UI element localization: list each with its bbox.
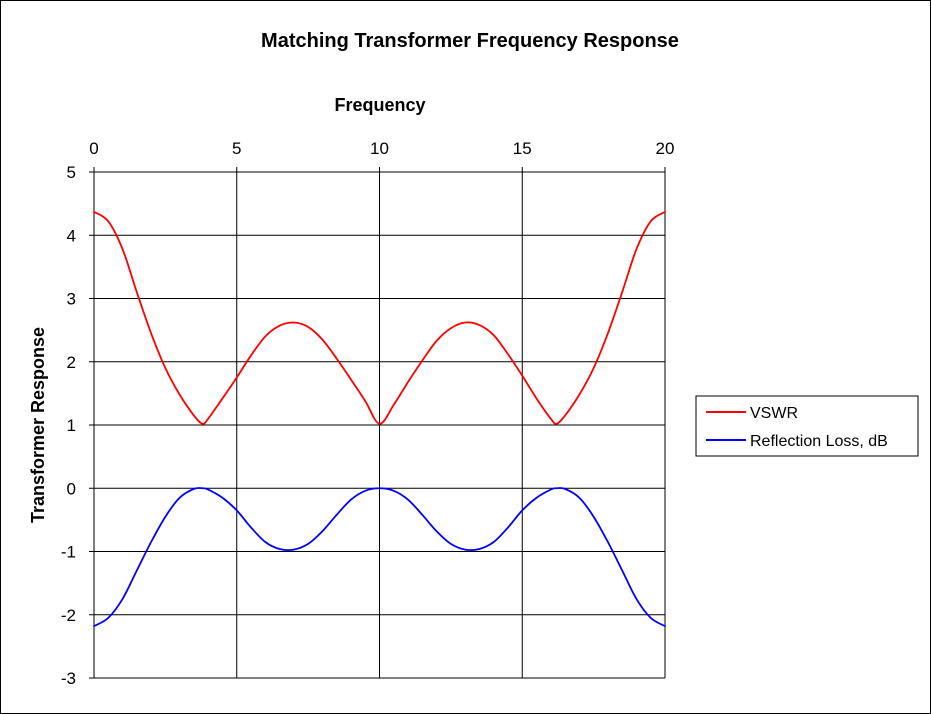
x-tick-label-2: 10 — [370, 139, 389, 158]
x-axis-title: Frequency — [334, 95, 425, 115]
y-tick-label-0: 5 — [67, 163, 76, 182]
x-tick-label-3: 15 — [513, 139, 532, 158]
y-tick-label-3: 2 — [67, 353, 76, 372]
legend-box — [695, 395, 919, 457]
y-tick-label-8: -3 — [61, 669, 76, 688]
x-tick-label-1: 5 — [232, 139, 241, 158]
y-axis-title: Transformer Response — [28, 327, 48, 523]
x-tick-label-4: 20 — [656, 139, 675, 158]
y-tick-label-6: -1 — [61, 543, 76, 562]
legend-label-vswr: VSWR — [750, 405, 798, 422]
legend-label-reflection-loss: Reflection Loss, dB — [750, 433, 888, 450]
grid-lines — [93, 171, 666, 679]
y-tick-label-7: -2 — [61, 606, 76, 625]
y-tick-label-1: 4 — [67, 226, 76, 245]
x-tick-label-0: 0 — [89, 139, 98, 158]
series-line-vswr — [93, 210, 666, 425]
chart-title: Matching Transformer Frequency Response — [261, 30, 679, 52]
series-line-reflection-loss — [93, 487, 666, 628]
legend: VSWR Reflection Loss, dB — [695, 395, 919, 457]
y-tick-label-5: 0 — [67, 479, 76, 498]
y-tick-label-4: 1 — [67, 416, 76, 435]
y-tick-label-2: 3 — [67, 290, 76, 309]
series-lines — [93, 210, 666, 628]
axes — [89, 167, 666, 679]
